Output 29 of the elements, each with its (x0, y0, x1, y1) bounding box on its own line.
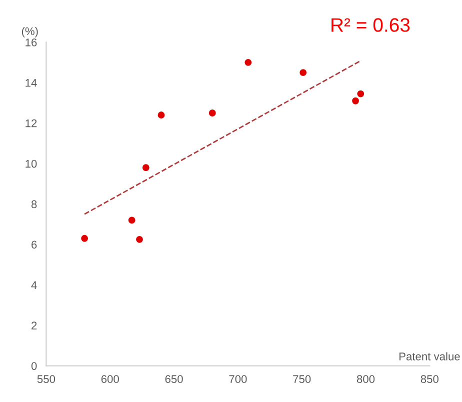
point (158, 112, 165, 118)
point (352, 97, 359, 104)
y-tick-label: 16 (26, 38, 37, 46)
point (81, 234, 88, 242)
x-tick-label: 600 (101, 375, 119, 384)
y-tick-label: 2 (32, 322, 37, 330)
y-tick-label: 4 (31, 281, 37, 289)
y-tick-label: 6 (32, 240, 37, 249)
text: R² = 0.63 (332, 18, 410, 32)
y-axis-title: (%) (22, 27, 38, 38)
x-tick-label: 800 (356, 375, 375, 384)
x-axis-title: Patent value (399, 352, 460, 360)
point (208, 110, 216, 116)
y-tick-label: 0 (31, 362, 37, 370)
y-tick-label: 10 (26, 160, 37, 168)
point (142, 164, 150, 172)
y-tick-label: 8 (31, 200, 37, 208)
x-tick-label: 700 (229, 375, 247, 384)
x-tick-label: 750 (293, 375, 311, 384)
point (128, 216, 136, 224)
point (300, 69, 307, 76)
y-tick-label: 12 (26, 119, 37, 128)
point (136, 236, 143, 243)
point (357, 90, 364, 98)
y-tick-label: 14 (26, 79, 37, 87)
x-tick-label: 650 (165, 375, 183, 384)
x-tick-label: 850 (420, 375, 438, 384)
x-tick-label: 550 (37, 375, 56, 384)
point (244, 58, 252, 66)
